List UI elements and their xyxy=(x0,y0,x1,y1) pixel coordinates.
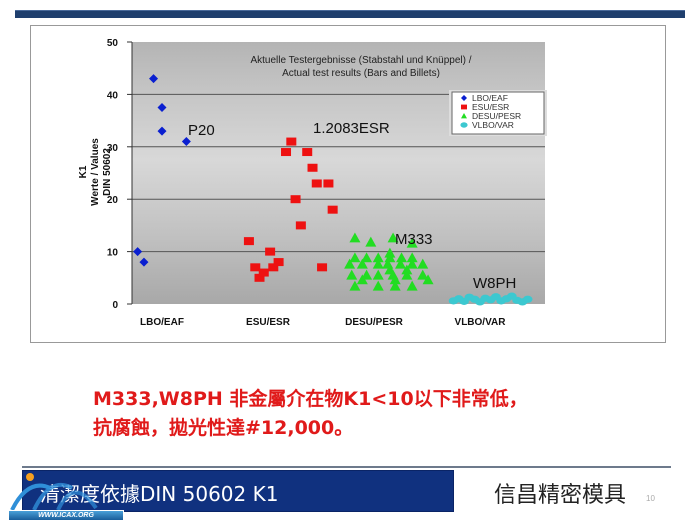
data-point xyxy=(349,232,361,243)
data-point xyxy=(372,258,384,269)
data-point xyxy=(361,252,373,263)
logo-text: WWW.ICAX.ORG xyxy=(8,510,124,521)
annotation-label: M333 xyxy=(395,231,433,248)
data-point xyxy=(133,247,143,257)
data-point xyxy=(281,148,292,157)
data-point xyxy=(356,258,368,269)
data-point xyxy=(157,103,167,112)
data-point xyxy=(349,252,361,263)
data-point xyxy=(286,137,297,146)
data-point xyxy=(273,258,284,267)
data-point xyxy=(422,274,434,285)
legend-label: DESU/PESR xyxy=(472,111,521,121)
annotation-label: P20 xyxy=(188,122,215,139)
data-point xyxy=(307,163,318,172)
company-name: 信昌精密模具 xyxy=(494,483,627,508)
legend-marker-icon xyxy=(461,104,467,110)
data-point xyxy=(389,280,401,291)
x-tick-label: ESU/ESR xyxy=(246,317,291,328)
annotation-label: W8PH xyxy=(473,275,516,292)
data-point xyxy=(522,295,533,303)
data-point xyxy=(406,258,418,269)
x-tick-label: DESU/PESR xyxy=(345,317,404,328)
data-point xyxy=(365,236,377,247)
data-point xyxy=(389,274,401,285)
chart-title-line2: Actual test results (Bars and Billets) xyxy=(282,68,440,79)
y-tick-label: 50 xyxy=(107,38,119,49)
x-tick-label: VLBO/VAR xyxy=(455,317,507,328)
data-point xyxy=(181,137,191,147)
y-tick-label: 10 xyxy=(107,248,119,259)
data-point xyxy=(268,263,279,272)
data-point xyxy=(139,257,149,267)
data-point xyxy=(372,280,384,291)
data-point xyxy=(417,269,429,280)
x-tick-label: LBO/EAF xyxy=(140,317,184,328)
data-point xyxy=(302,148,313,157)
y-axis-label-line2: Werte / Values xyxy=(90,138,101,206)
note-line-2: 抗腐蝕，拋光性達#12,000。 xyxy=(93,417,354,439)
data-point xyxy=(372,269,384,280)
data-point xyxy=(346,269,358,280)
series-lbo-eaf xyxy=(133,74,191,267)
data-point xyxy=(372,252,384,263)
y-tick-label: 40 xyxy=(107,90,119,101)
series-desu-pesr xyxy=(344,232,434,291)
chart-title-line1: Aktuelle Testergebnisse (Stabstahl und K… xyxy=(250,55,471,66)
note-line-1: M333,W8PH 非金屬介在物K1<10以下非常低， xyxy=(93,388,528,410)
data-point xyxy=(250,263,261,272)
data-point xyxy=(395,258,406,269)
legend-label: ESU/ESR xyxy=(472,102,509,112)
data-point xyxy=(317,263,328,272)
data-point xyxy=(265,247,276,256)
data-point xyxy=(323,179,334,188)
y-axis-label-line3: DIN 50602 xyxy=(102,148,113,196)
data-point xyxy=(295,221,306,230)
y-tick-label: 30 xyxy=(107,143,119,154)
data-point xyxy=(157,126,167,136)
data-point xyxy=(243,237,254,246)
data-point xyxy=(327,205,338,214)
data-point xyxy=(406,280,418,291)
legend-marker-icon xyxy=(461,113,467,119)
legend-marker-icon xyxy=(461,95,467,101)
legend-label: VLBO/VAR xyxy=(472,120,514,130)
page-number: 10 xyxy=(646,494,655,503)
data-point xyxy=(258,268,269,277)
data-point xyxy=(344,258,356,269)
y-tick-label: 20 xyxy=(107,195,119,206)
data-point xyxy=(149,74,159,84)
data-point xyxy=(254,273,265,282)
legend-label: LBO/EAF xyxy=(472,93,508,103)
data-point xyxy=(406,237,418,248)
y-axis-label-line1: K1 xyxy=(78,165,89,178)
data-point xyxy=(417,258,429,269)
data-point xyxy=(290,195,301,204)
annotation-label: 1.2083ESR xyxy=(313,120,390,137)
icax-logo-icon xyxy=(10,473,98,511)
top-bar xyxy=(15,10,685,18)
data-point xyxy=(387,232,399,243)
series-vlbo-var xyxy=(448,292,533,306)
legend-marker-icon xyxy=(460,122,468,128)
data-point xyxy=(349,280,361,291)
y-tick-label: 0 xyxy=(112,300,118,311)
data-point xyxy=(356,274,368,285)
series-esu-esr xyxy=(243,137,338,282)
footer-divider xyxy=(22,466,671,468)
data-point xyxy=(406,252,418,263)
plot-area xyxy=(132,42,545,304)
data-point xyxy=(401,264,413,275)
data-point xyxy=(401,269,413,280)
data-point xyxy=(396,252,408,263)
data-point xyxy=(311,179,322,188)
